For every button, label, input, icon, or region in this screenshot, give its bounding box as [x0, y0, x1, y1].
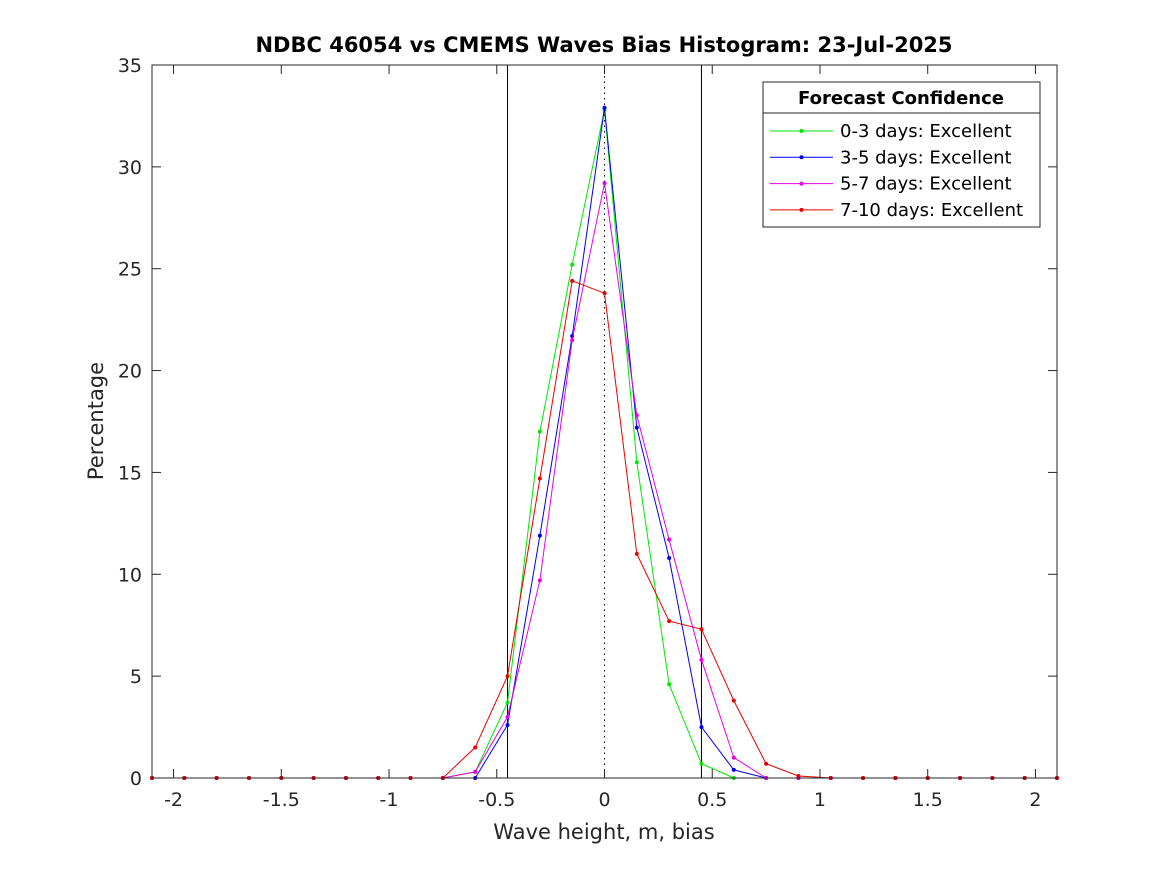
x-tick-label: 1.5 — [913, 789, 943, 811]
legend-label: 7-10 days: Excellent — [840, 200, 1023, 221]
data-point — [699, 657, 704, 662]
data-point — [505, 674, 510, 679]
x-tick-label: 0.5 — [697, 789, 727, 811]
data-point — [731, 755, 736, 760]
legend-item-1: 0-3 days: Excellent — [770, 121, 1012, 142]
data-point — [602, 105, 607, 110]
data-point — [537, 533, 542, 538]
y-tick-label: 25 — [118, 259, 142, 281]
x-axis-label: Wave height, m, bias — [493, 820, 714, 844]
data-point — [667, 682, 672, 687]
x-tick-label: -2 — [164, 789, 183, 811]
data-point — [731, 767, 736, 772]
legend-item-4: 7-10 days: Excellent — [770, 200, 1023, 221]
y-tick-label: 10 — [118, 564, 142, 586]
legend-box — [762, 81, 1041, 228]
data-point — [505, 700, 510, 705]
legend: Forecast Confidence 0-3 days: Excellent 3… — [762, 81, 1041, 228]
data-point — [537, 578, 542, 583]
data-point — [634, 425, 639, 430]
data-point — [570, 338, 575, 343]
data-point — [473, 745, 478, 750]
data-point — [699, 761, 704, 766]
data-point — [602, 181, 607, 186]
legend-label: 5-7 days: Excellent — [840, 174, 1012, 195]
legend-label: 3-5 days: Excellent — [840, 147, 1012, 168]
data-point — [699, 627, 704, 632]
data-point — [634, 551, 639, 556]
data-point — [764, 761, 769, 766]
x-tick-label: 1 — [814, 789, 826, 811]
y-axis-ticks: 0 5 10 15 20 25 30 35 — [118, 55, 1057, 790]
data-point — [505, 723, 510, 728]
legend-item-2: 3-5 days: Excellent — [770, 147, 1012, 168]
x-axis-ticks: -2 -1.5 -1 -0.5 0 0.5 1 1.5 2 — [164, 65, 1041, 811]
data-point — [634, 460, 639, 465]
data-point — [602, 291, 607, 296]
legend-swatch-marker — [799, 207, 804, 212]
data-point — [473, 769, 478, 774]
data-point — [570, 278, 575, 283]
x-tick-label: -1 — [380, 789, 399, 811]
data-point — [796, 773, 801, 778]
data-point — [570, 262, 575, 267]
legend-title: Forecast Confidence — [798, 88, 1004, 109]
data-point — [667, 537, 672, 542]
legend-swatch-marker — [799, 181, 804, 186]
y-axis-label: Percentage — [84, 362, 108, 480]
legend-label: 0-3 days: Excellent — [840, 121, 1012, 142]
x-tick-label: 2 — [1029, 789, 1041, 811]
y-tick-label: 35 — [118, 55, 142, 77]
data-point — [505, 714, 510, 719]
y-tick-label: 30 — [118, 157, 142, 179]
legend-swatch-marker — [799, 129, 804, 133]
legend-item-3: 5-7 days: Excellent — [770, 174, 1012, 195]
y-tick-label: 5 — [130, 666, 142, 688]
data-point — [699, 725, 704, 730]
legend-swatch-marker — [799, 155, 804, 160]
x-tick-label: -0.5 — [478, 789, 515, 811]
data-point — [667, 619, 672, 624]
y-tick-label: 0 — [130, 768, 142, 790]
y-tick-label: 15 — [118, 462, 142, 484]
chart-title: NDBC 46054 vs CMEMS Waves Bias Histogram… — [255, 33, 952, 57]
x-tick-label: 0 — [598, 789, 610, 811]
data-point — [634, 413, 639, 418]
legend-items: 0-3 days: Excellent 3-5 days: Excellent 5-… — [770, 121, 1023, 221]
data-point — [537, 476, 542, 481]
x-tick-label: -1.5 — [263, 789, 300, 811]
data-point — [667, 555, 672, 560]
data-point — [537, 429, 542, 434]
data-point — [731, 698, 736, 703]
y-tick-label: 20 — [118, 361, 142, 383]
